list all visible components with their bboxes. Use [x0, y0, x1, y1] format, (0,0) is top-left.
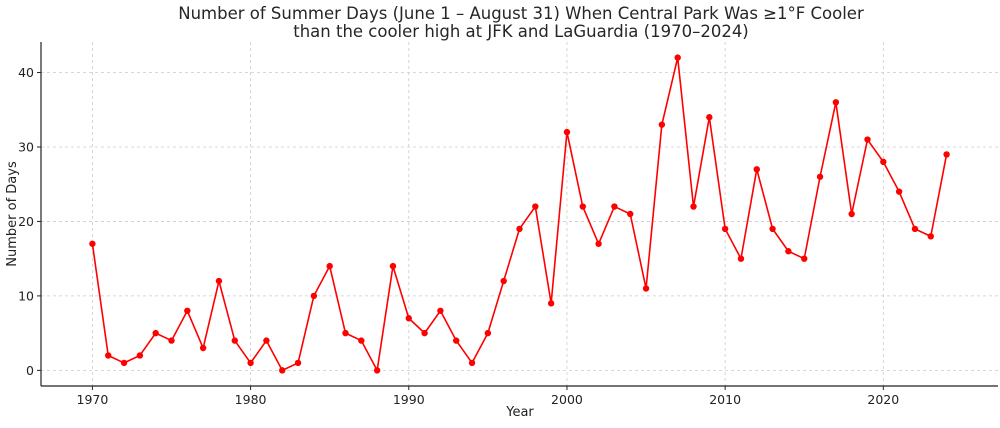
series-line [91, 56, 948, 372]
data-point [231, 337, 238, 344]
data-point [421, 329, 428, 337]
y-tick-label: 30 [18, 139, 34, 154]
data-point [943, 151, 950, 158]
data-point [801, 255, 808, 262]
y-tick-label: 20 [18, 214, 34, 229]
data-point [279, 367, 286, 374]
data-point [405, 315, 412, 322]
data-point [310, 292, 318, 300]
data-point [342, 329, 349, 337]
x-tick-label: 1990 [393, 392, 425, 407]
data-point [880, 158, 887, 166]
chart-title: Number of Summer Days (June 1 – August 3… [178, 4, 864, 23]
data-point [595, 240, 602, 247]
data-point [737, 255, 745, 262]
data-point [658, 121, 666, 128]
data-point [532, 203, 539, 210]
x-tick-label: 2000 [551, 392, 583, 407]
data-point [547, 300, 555, 307]
data-point [864, 136, 871, 143]
x-axis-label: Year [505, 405, 534, 420]
data-point [358, 337, 365, 344]
data-point [611, 203, 618, 210]
data-point [516, 225, 523, 233]
data-point [500, 277, 507, 285]
data-point [152, 329, 159, 337]
data-point [184, 307, 191, 314]
y-axis-label: Number of Days [5, 161, 20, 267]
data-point [389, 262, 397, 270]
data-point [215, 277, 223, 285]
y-tick-label: 10 [18, 288, 34, 303]
y-tick-label: 0 [26, 363, 34, 378]
data-point [136, 352, 144, 359]
data-point [721, 225, 729, 233]
x-tick-label: 1970 [77, 392, 109, 407]
data-point [263, 337, 270, 344]
data-point [326, 262, 333, 270]
x-tick-label: 1980 [235, 392, 267, 407]
data-point [247, 359, 254, 367]
data-point [690, 203, 697, 210]
data-point [563, 128, 571, 136]
data-point [468, 359, 476, 367]
data-point [911, 225, 919, 233]
data-point [627, 210, 634, 218]
data-point [453, 337, 460, 344]
ticks: 1970 1980 1990 2000 2010 2020 0 10 20 30 40 [18, 65, 899, 407]
data-point [642, 285, 650, 292]
data-point [120, 359, 128, 367]
data-point [437, 307, 444, 314]
x-tick-label: 2020 [867, 392, 899, 407]
chart-subtitle: than the cooler high at JFK and LaGuardi… [293, 22, 749, 41]
data-point [785, 248, 792, 255]
data-point [706, 114, 713, 121]
data-point [199, 344, 207, 352]
data-point [832, 99, 840, 106]
series [89, 54, 950, 374]
data-point [816, 173, 824, 180]
data-point [927, 233, 934, 240]
data-point [294, 359, 302, 367]
data-point [168, 337, 175, 344]
data-point [484, 329, 492, 337]
data-point [753, 166, 760, 173]
data-point [848, 210, 855, 218]
x-tick-label: 2010 [709, 392, 741, 407]
axes [40, 42, 998, 387]
data-point [674, 54, 681, 61]
y-tick-label: 40 [18, 65, 34, 80]
data-point [579, 203, 586, 210]
data-point [89, 240, 96, 247]
data-point [769, 225, 776, 233]
data-point [373, 367, 381, 374]
data-point [105, 352, 112, 359]
data-point [895, 188, 903, 195]
